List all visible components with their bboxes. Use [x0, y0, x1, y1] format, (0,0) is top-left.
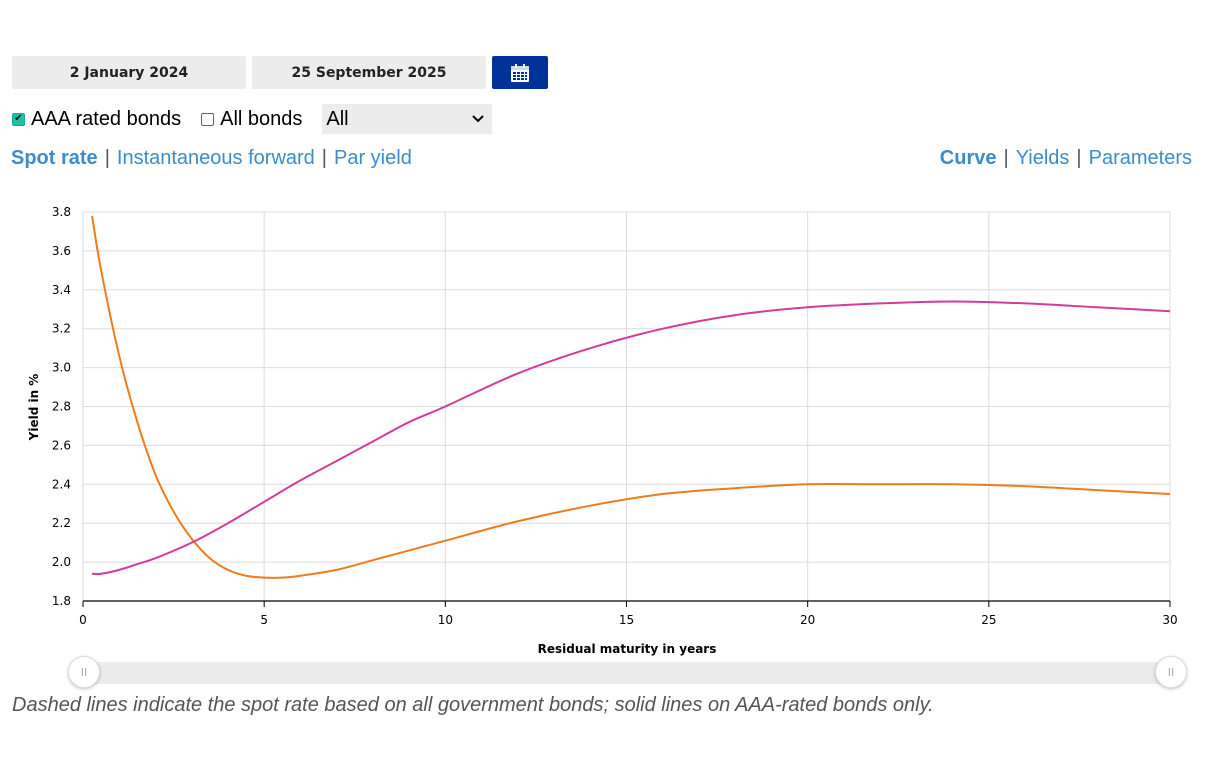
- y-tick-label: 3.4: [52, 283, 71, 297]
- y-tick-label: 2.6: [52, 438, 71, 452]
- view-tabs: Curve | Yields | Parameters: [940, 145, 1192, 171]
- calendar-button[interactable]: [492, 56, 548, 89]
- y-tick-label: 3.2: [52, 322, 71, 336]
- x-tick-label: 0: [79, 613, 87, 627]
- separator: |: [1076, 146, 1082, 169]
- tab-yields[interactable]: Yields: [1015, 146, 1070, 169]
- all-bonds-label: All bonds: [220, 107, 303, 130]
- maturity-range-slider[interactable]: [84, 662, 1170, 684]
- x-axis-ticks: 0 5 10 15 20 25 30: [79, 613, 1177, 627]
- slider-handle-min[interactable]: II: [68, 656, 100, 688]
- bond-type-select[interactable]: All: [322, 104, 493, 134]
- tab-spot-rate[interactable]: Spot rate: [11, 146, 98, 169]
- slider-handle-max-grip: II: [1167, 665, 1175, 679]
- x-tick-label: 30: [1162, 613, 1177, 627]
- tab-instantaneous-forward[interactable]: Instantaneous forward: [116, 146, 315, 169]
- y-tick-label: 2.8: [52, 400, 71, 414]
- calendar-icon: [511, 63, 529, 82]
- y-tick-label: 3.0: [52, 361, 71, 375]
- chart-grid: [82, 211, 1171, 607]
- slider-handle-max[interactable]: II: [1155, 656, 1187, 688]
- separator: |: [321, 146, 327, 169]
- tab-parameters[interactable]: Parameters: [1088, 146, 1192, 169]
- y-tick-label: 3.6: [52, 244, 71, 258]
- series-line-start-date: [91, 215, 1171, 579]
- separator: |: [104, 146, 110, 169]
- x-tick-label: 10: [438, 613, 453, 627]
- y-tick-label: 2.0: [52, 555, 71, 569]
- footnote: Dashed lines indicate the spot rate base…: [12, 694, 934, 716]
- x-tick-label: 20: [800, 613, 815, 627]
- x-tick-label: 15: [619, 613, 634, 627]
- chevron-down-icon: [472, 115, 485, 123]
- y-tick-label: 3.8: [52, 205, 71, 219]
- all-bonds-checkbox[interactable]: [201, 112, 215, 126]
- x-axis-title: Residual maturity in years: [538, 642, 717, 656]
- yield-curve-chart: 1.8 2.0 2.2 2.4 2.6 2.8 3.0 3.2 3.4 3.6 3.8 0 5 10 15…: [27, 205, 1178, 656]
- y-tick-label: 2.2: [52, 516, 71, 530]
- x-tick-label: 5: [260, 613, 268, 627]
- y-axis-title: Yield in %: [27, 374, 41, 442]
- curve-type-tabs: Spot rate | Instantaneous forward | Par …: [11, 145, 412, 171]
- chart-series: [91, 215, 1171, 579]
- bond-type-value: All: [326, 107, 349, 130]
- end-date-button[interactable]: 25 September 2025: [252, 56, 486, 89]
- y-tick-label: 1.8: [52, 594, 71, 608]
- start-date-button[interactable]: 2 January 2024: [12, 56, 246, 89]
- separator: |: [1003, 146, 1009, 169]
- x-tick-label: 25: [981, 613, 996, 627]
- date-selector: 2 January 2024 25 September 2025: [12, 56, 552, 89]
- y-tick-label: 2.4: [52, 477, 71, 491]
- aaa-label: AAA rated bonds: [31, 107, 182, 130]
- aaa-checkbox[interactable]: ✔: [12, 112, 25, 126]
- series-line-end-date: [92, 300, 1171, 576]
- tab-curve[interactable]: Curve: [939, 146, 997, 169]
- bond-filter-row: ✔ AAA rated bonds All bonds All: [12, 104, 512, 134]
- checkmark-icon: ✔: [14, 113, 23, 124]
- slider-handle-min-grip: II: [80, 665, 88, 679]
- y-axis-ticks: 1.8 2.0 2.2 2.4 2.6 2.8 3.0 3.2 3.4 3.6 3.8: [52, 205, 71, 608]
- tab-par-yield[interactable]: Par yield: [334, 146, 412, 169]
